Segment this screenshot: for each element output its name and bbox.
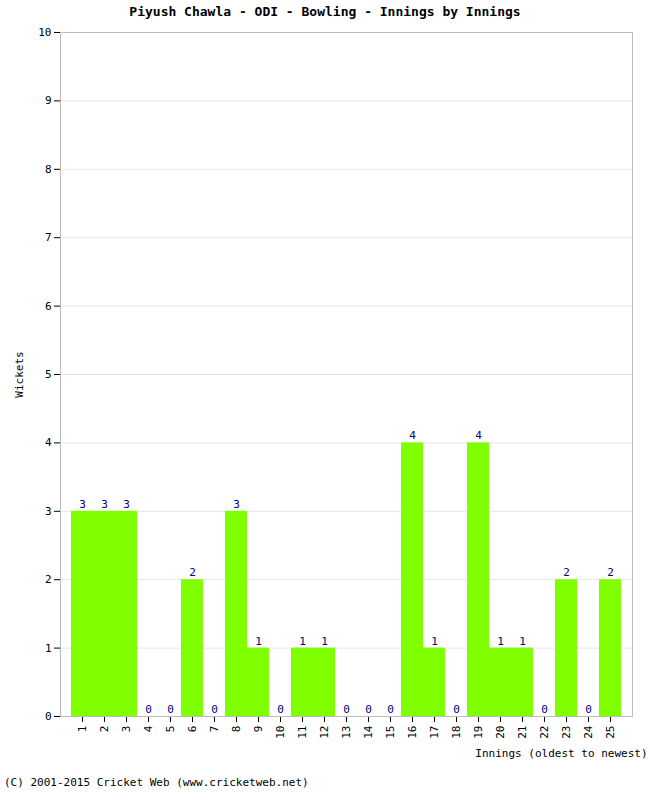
svg-text:23: 23 <box>560 726 573 739</box>
svg-text:19: 19 <box>472 726 485 739</box>
svg-text:1: 1 <box>45 642 52 655</box>
svg-text:10: 10 <box>38 26 51 39</box>
svg-text:5: 5 <box>164 726 177 733</box>
svg-text:11: 11 <box>296 726 309 739</box>
svg-text:1: 1 <box>519 635 526 648</box>
svg-text:12: 12 <box>318 726 331 739</box>
svg-text:20: 20 <box>494 726 507 739</box>
svg-text:0: 0 <box>277 703 284 716</box>
svg-text:4: 4 <box>409 429 416 442</box>
svg-text:1: 1 <box>76 726 89 733</box>
svg-text:Wickets: Wickets <box>13 351 26 397</box>
svg-text:4: 4 <box>475 429 482 442</box>
svg-text:0: 0 <box>585 703 592 716</box>
svg-text:0: 0 <box>211 703 218 716</box>
svg-text:5: 5 <box>45 368 52 381</box>
svg-text:2: 2 <box>563 566 570 579</box>
svg-text:Innings (oldest to newest): Innings (oldest to newest) <box>475 747 647 760</box>
svg-text:0: 0 <box>45 710 52 723</box>
svg-text:4: 4 <box>142 725 155 732</box>
svg-text:3: 3 <box>101 498 108 511</box>
svg-text:4: 4 <box>45 436 52 449</box>
svg-text:3: 3 <box>79 498 86 511</box>
svg-text:0: 0 <box>167 703 174 716</box>
svg-text:2: 2 <box>607 566 614 579</box>
svg-text:3: 3 <box>45 505 52 518</box>
svg-text:8: 8 <box>230 726 243 733</box>
svg-text:2: 2 <box>98 726 111 733</box>
svg-text:7: 7 <box>208 726 221 733</box>
svg-text:3: 3 <box>233 498 240 511</box>
svg-text:2: 2 <box>45 573 52 586</box>
svg-text:6: 6 <box>45 300 52 313</box>
svg-text:9: 9 <box>45 94 52 107</box>
svg-text:2: 2 <box>189 566 196 579</box>
svg-text:15: 15 <box>384 726 397 739</box>
svg-text:0: 0 <box>387 703 394 716</box>
svg-text:14: 14 <box>362 725 375 739</box>
svg-text:21: 21 <box>516 726 529 739</box>
svg-text:16: 16 <box>406 726 419 739</box>
svg-text:24: 24 <box>582 725 595 739</box>
svg-text:0: 0 <box>145 703 152 716</box>
svg-text:0: 0 <box>453 703 460 716</box>
html-text:Piyush Chawla - ODI - Bowling: Piyush Chawla - ODI - Bowling - Innings … <box>129 4 521 19</box>
svg-text:1: 1 <box>497 635 504 648</box>
svg-text:10: 10 <box>274 726 287 739</box>
svg-text:9: 9 <box>252 726 265 733</box>
svg-text:3: 3 <box>123 498 130 511</box>
svg-text:18: 18 <box>450 726 463 739</box>
svg-text:22: 22 <box>538 726 551 739</box>
html-text:(C) 2001-2015 Cricket Web (www: (C) 2001-2015 Cricket Web (www.cricketwe… <box>4 776 309 789</box>
svg-text:0: 0 <box>365 703 372 716</box>
svg-text:1: 1 <box>299 635 306 648</box>
svg-text:3: 3 <box>120 726 133 733</box>
svg-text:1: 1 <box>255 635 262 648</box>
svg-text:13: 13 <box>340 726 353 739</box>
svg-text:17: 17 <box>428 726 441 739</box>
svg-text:1: 1 <box>321 635 328 648</box>
svg-text:7: 7 <box>45 231 52 244</box>
svg-text:0: 0 <box>541 703 548 716</box>
svg-text:1: 1 <box>431 635 438 648</box>
svg-text:25: 25 <box>604 726 617 739</box>
svg-text:6: 6 <box>186 726 199 733</box>
svg-text:8: 8 <box>45 163 52 176</box>
svg-text:0: 0 <box>343 703 350 716</box>
